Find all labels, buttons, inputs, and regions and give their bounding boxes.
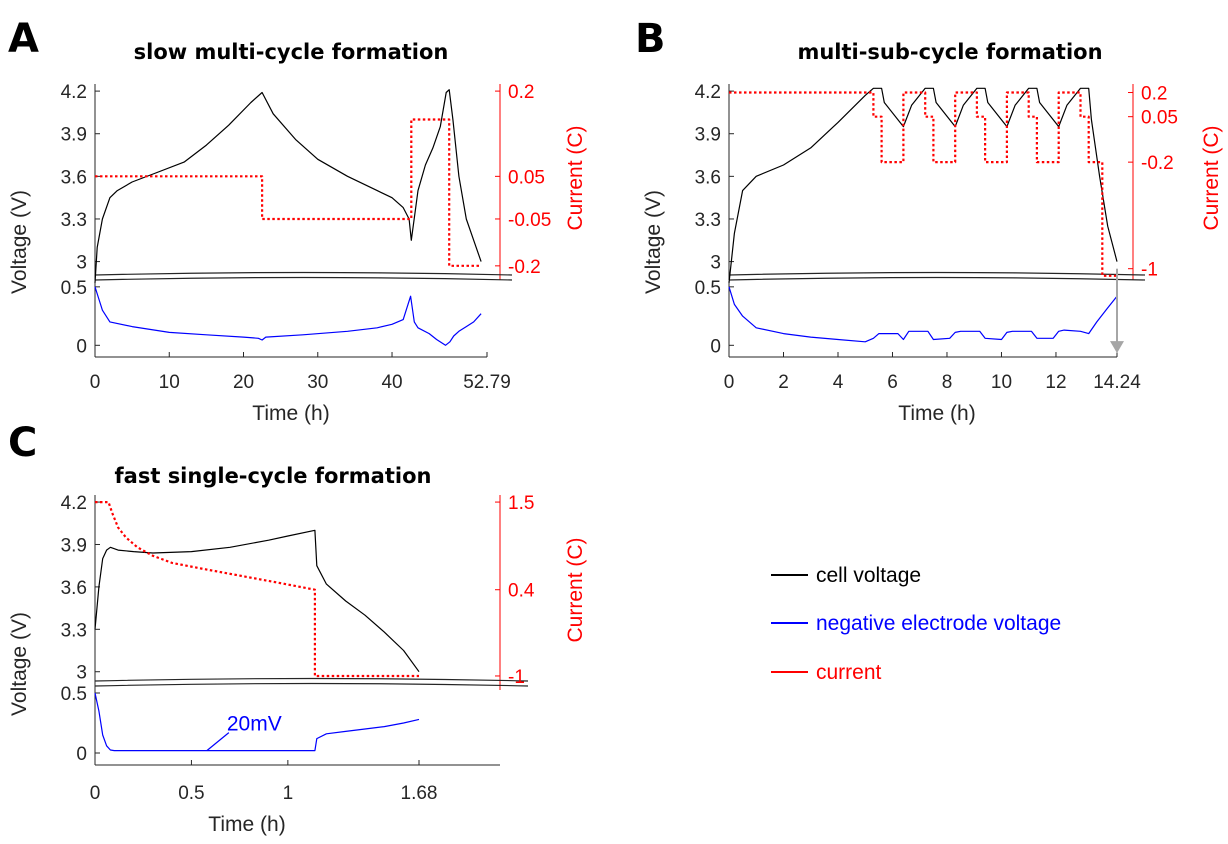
panel-a-plot: 3 3.3 3.6 3.9 4.2 0 0.5 0 10 20 30 40 52.79 0.2 0.05 -0… (61, 82, 552, 393)
panel-a-current-tick-label: 0.05 (508, 167, 545, 188)
panel-a-title: slow multi-cycle formation (134, 40, 449, 64)
panel-c: C fast single-cycle formation 3 3.3 3.6 3.9… (8, 420, 587, 836)
panel-b-xtick-label: 0 (724, 372, 735, 393)
panel-c-current-tick-label: 1.5 (508, 493, 534, 514)
panel-b-xtick-label: 14.24 (1093, 372, 1141, 393)
legend-label-current: current (816, 661, 882, 684)
panel-c-ytick-label-top: 3.6 (61, 578, 87, 599)
panel-a-ytick-label-bottom: 0.5 (61, 278, 87, 299)
panel-b: B multi-sub-cycle formation 3 3.3 3.6 3.9 4.… (635, 16, 1223, 425)
panel-b-xtick-label: 4 (833, 372, 844, 393)
panel-a-xtick-label: 0 (90, 372, 101, 393)
panel-c-xtick-label: 1.68 (401, 783, 438, 804)
panel-b-series-current (729, 91, 1117, 277)
panel-a-xtick-label: 30 (307, 372, 328, 393)
panel-b-xtick-label: 2 (778, 372, 789, 393)
panel-c-xlabel: Time (h) (208, 813, 285, 836)
panel-a-series-current (95, 118, 482, 267)
legend: cell voltage negative electrode voltage … (771, 564, 1061, 684)
panel-a-ytick-label-bottom: 0 (76, 336, 87, 357)
panel-b-title: multi-sub-cycle formation (797, 40, 1102, 64)
panel-c-series-negative-electrode (94, 692, 420, 752)
panel-b-plot: 3 3.3 3.6 3.9 4.2 0 0.5 0 2 4 6 8 10 12 14.24 0.2 0.05 -0… (695, 82, 1178, 393)
panel-a-series-negative-electrode (94, 286, 482, 346)
panel-b-series-negative-electrode (728, 286, 1118, 343)
panel-c-ytick-label-top: 3.9 (61, 535, 87, 556)
panel-a: A slow multi-cycle formation 3 3.3 3.6 3.9 4… (8, 16, 587, 425)
panel-b-ytick-label-top: 3 (710, 253, 721, 274)
panel-b-ytick-label-top: 3.9 (695, 125, 721, 146)
panel-c-ytick-label-top: 3.3 (61, 620, 87, 641)
panel-b-xlabel: Time (h) (898, 402, 975, 425)
panel-b-xtick-label: 6 (887, 372, 898, 393)
panel-letter-a: A (8, 16, 39, 62)
panel-b-current-tick-label: -1 (1141, 260, 1158, 281)
legend-label-cell: cell voltage (816, 564, 921, 587)
panel-c-ytick-label-top: 4.2 (61, 493, 87, 514)
panel-c-ytick-label-top: 3 (76, 663, 87, 684)
panel-c-annotation-text: 20mV (227, 713, 282, 736)
panel-c-series-cell-voltage (94, 529, 420, 673)
panel-letter-c: C (8, 420, 37, 466)
panel-c-annotation-line (206, 732, 230, 752)
legend-item-negative: negative electrode voltage (771, 612, 1061, 635)
panel-a-xtick-label: 10 (159, 372, 180, 393)
panel-b-ytick-label-bottom: 0 (710, 336, 721, 357)
legend-item-cell: cell voltage (771, 564, 921, 587)
panel-c-ytick-label-bottom: 0.5 (61, 684, 87, 705)
panel-b-axis-break-upper (728, 271, 1146, 276)
panel-c-ylabel-right: Current (C) (564, 537, 587, 642)
panel-letter-b: B (635, 16, 666, 62)
panel-c-current-tick-label: -1 (508, 667, 525, 688)
panel-c-xtick-label: 1 (283, 783, 294, 804)
panel-a-axis-break-lower (94, 276, 513, 281)
legend-label-negative: negative electrode voltage (816, 612, 1061, 635)
panel-b-ytick-label-top: 4.2 (695, 82, 721, 103)
panel-c-title: fast single-cycle formation (115, 464, 432, 488)
panel-c-xtick-label: 0.5 (178, 783, 204, 804)
panel-b-ytick-label-bottom: 0.5 (695, 278, 721, 299)
panel-b-current-tick-label: 0.2 (1141, 84, 1167, 105)
panel-a-ylabel: Voltage (V) (8, 190, 31, 294)
panel-b-axis-break-lower (728, 276, 1146, 281)
panel-a-xlabel: Time (h) (252, 402, 329, 425)
panel-a-ytick-label-top: 3 (76, 253, 87, 274)
panel-b-current-tick-label: 0.05 (1141, 108, 1178, 129)
panel-a-xtick-label: 40 (381, 372, 402, 393)
panel-a-axis-break-upper (94, 271, 513, 276)
panel-c-axis-break-lower (94, 682, 529, 687)
panel-a-ylabel-right: Current (C) (564, 125, 587, 230)
panel-b-ytick-label-top: 3.3 (695, 210, 721, 231)
panel-b-xtick-label: 10 (991, 372, 1012, 393)
panel-c-ytick-label-bottom: 0 (76, 744, 87, 765)
panel-a-xtick-label: 20 (233, 372, 254, 393)
panel-a-current-tick-label: -0.05 (508, 210, 551, 231)
panel-b-ytick-label-top: 3.6 (695, 167, 721, 188)
panel-b-xtick-label: 12 (1045, 372, 1066, 393)
panel-a-ytick-label-top: 3.3 (61, 210, 87, 231)
panel-c-xtick-label: 0 (90, 783, 101, 804)
panel-b-ylabel: Voltage (V) (642, 190, 665, 294)
panel-b-series-cell-voltage (728, 87, 1118, 283)
panel-c-ylabel: Voltage (V) (8, 612, 31, 716)
panel-a-ytick-label-top: 3.6 (61, 167, 87, 188)
panel-a-series-cell-voltage (94, 89, 482, 283)
panel-b-ylabel-right: Current (C) (1200, 125, 1223, 230)
panel-a-current-tick-label: -0.2 (508, 257, 541, 278)
panel-b-current-tick-label: -0.2 (1141, 153, 1174, 174)
panel-c-current-tick-label: 0.4 (508, 581, 535, 602)
panel-c-axis-break-upper (94, 677, 529, 682)
panel-a-xtick-label: 52.79 (463, 372, 511, 393)
panel-a-current-tick-label: 0.2 (508, 82, 534, 103)
panel-c-series-current (95, 501, 419, 678)
panel-a-ytick-label-top: 4.2 (61, 82, 87, 103)
panel-b-arrow-head (1110, 341, 1124, 354)
panel-b-xtick-label: 8 (942, 372, 953, 393)
panel-a-ytick-label-top: 3.9 (61, 125, 87, 146)
panel-c-plot: 3 3.3 3.6 3.9 4.2 0 0.5 0 0.5 1 1.68 1.5 0.4 -1 20mV (61, 493, 535, 804)
legend-item-current: current (771, 661, 882, 684)
